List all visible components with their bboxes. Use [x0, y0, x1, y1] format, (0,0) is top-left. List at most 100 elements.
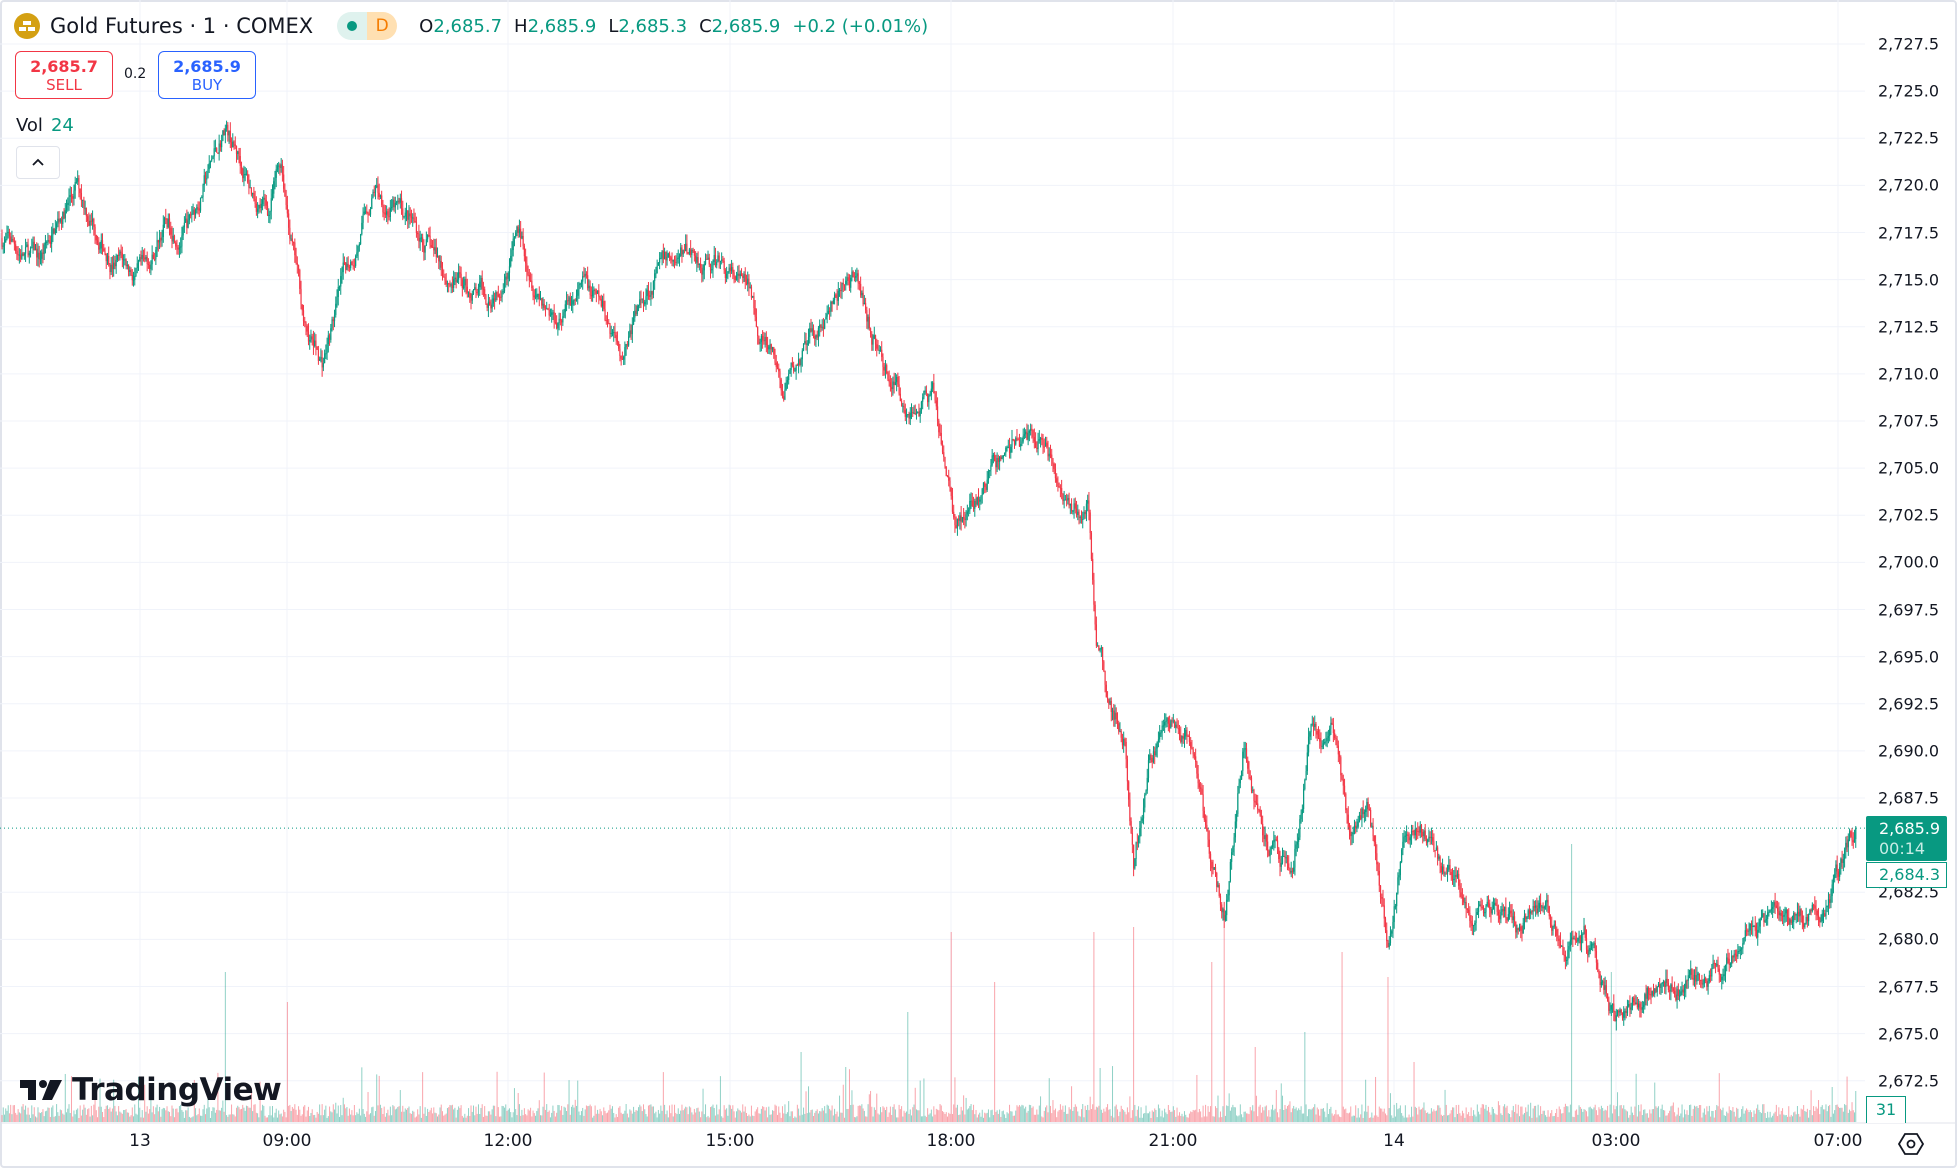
candle-body	[1671, 984, 1673, 989]
candle-body	[103, 248, 105, 251]
volume-bar	[1755, 1108, 1757, 1122]
candle-body	[261, 199, 264, 204]
volume-bar	[1648, 1117, 1650, 1122]
volume-bar	[1289, 1101, 1291, 1122]
volume-bar	[1403, 1117, 1405, 1122]
chart-settings-button[interactable]	[1897, 1132, 1925, 1160]
volume-bar	[961, 1110, 963, 1122]
volume-bar	[275, 1108, 277, 1122]
candle-body	[1454, 875, 1456, 880]
volume-bar	[413, 1111, 415, 1122]
candle-body	[992, 455, 995, 457]
candle-body	[1147, 760, 1150, 778]
volume-legend[interactable]: Vol 24	[16, 115, 74, 136]
candle-body	[743, 273, 745, 278]
candle-body	[1248, 768, 1250, 778]
volume-bar	[1760, 1113, 1762, 1122]
volume-bar	[527, 1109, 529, 1122]
volume-bar	[1722, 1107, 1724, 1122]
volume-bar	[970, 1104, 972, 1122]
volume-bar	[647, 1105, 649, 1122]
candle-body	[1549, 916, 1552, 925]
volume-bar	[1198, 1108, 1200, 1122]
candle-body	[113, 262, 115, 270]
candle-body	[319, 358, 321, 361]
volume-bar	[974, 1114, 976, 1122]
candle-body	[1734, 953, 1737, 955]
candle-body	[1848, 831, 1851, 840]
buy-button[interactable]: 2,685.9 BUY	[158, 51, 256, 99]
volume-bar	[522, 1115, 524, 1122]
candle-body	[945, 466, 947, 477]
candle-body	[1335, 737, 1337, 739]
volume-bar	[1414, 1106, 1416, 1122]
candle-body	[1075, 508, 1078, 515]
candle-body	[959, 515, 961, 521]
volume-bar	[1734, 1116, 1736, 1122]
candle-body	[564, 304, 566, 313]
volume-bar	[607, 1112, 609, 1122]
candle-body	[716, 262, 718, 266]
candle-body	[1711, 968, 1713, 977]
candle-body	[635, 310, 637, 315]
volume-bar	[1268, 1110, 1270, 1122]
volume-bar	[1538, 1115, 1540, 1122]
volume-bar	[1849, 1109, 1851, 1122]
candle-body	[1028, 430, 1030, 433]
volume-bar	[1283, 1109, 1285, 1122]
volume-bar	[741, 1112, 743, 1122]
candle-body	[703, 264, 705, 271]
tradingview-logo[interactable]: TradingView	[20, 1072, 282, 1108]
volume-bar	[1790, 1114, 1792, 1122]
candle-body	[359, 234, 362, 245]
volume-bar	[1274, 1108, 1276, 1122]
candle-body	[229, 130, 231, 143]
candle-body	[1171, 720, 1173, 722]
volume-bar	[1079, 1116, 1081, 1122]
volume-bar	[1613, 1105, 1615, 1122]
candle-body	[996, 458, 998, 468]
candle-body	[1741, 948, 1743, 950]
volume-bar	[1739, 1116, 1741, 1122]
candle-body	[856, 273, 858, 277]
volume-bar	[374, 1111, 376, 1122]
candle-body	[693, 251, 695, 256]
candle-body	[1759, 918, 1761, 927]
volume-bar	[857, 1105, 859, 1122]
candle-body	[73, 190, 75, 199]
volume-bar	[1527, 1104, 1529, 1122]
volume-bar	[790, 1111, 792, 1122]
candle-body	[1056, 478, 1058, 483]
volume-bar	[687, 1114, 689, 1122]
volume-bar	[1224, 1115, 1226, 1122]
candle-body	[397, 200, 399, 203]
volume-bar	[1041, 1116, 1043, 1122]
candle-body	[166, 219, 168, 228]
candle-body	[891, 387, 893, 390]
volume-bar	[1803, 1105, 1805, 1122]
volume-bar	[1799, 1116, 1801, 1122]
candle-body	[1765, 919, 1768, 921]
volume-bar	[329, 1106, 331, 1122]
collapse-legend-button[interactable]	[16, 146, 60, 179]
volume-bar	[1005, 1117, 1007, 1122]
volume-bar	[625, 1104, 627, 1122]
volume-bar	[1455, 1105, 1457, 1122]
volume-bar	[844, 1117, 846, 1122]
candle-body	[1386, 930, 1388, 942]
candle-body	[1345, 793, 1347, 811]
sell-button[interactable]: 2,685.7 SELL	[15, 51, 113, 99]
market-status-badge[interactable]: D	[337, 12, 398, 40]
candle-body	[275, 169, 277, 178]
candle-body	[405, 210, 408, 213]
symbol-title[interactable]: Gold Futures · 1 · COMEX	[50, 14, 314, 38]
volume-bar	[1523, 1112, 1525, 1122]
candle-body	[502, 291, 504, 293]
volume-bar	[642, 1104, 644, 1122]
candle-body	[1255, 802, 1258, 804]
volume-bar	[1263, 1110, 1265, 1122]
volume-bar	[325, 1105, 327, 1122]
volume-bar	[448, 1107, 450, 1122]
volume-bar	[1277, 1112, 1279, 1122]
